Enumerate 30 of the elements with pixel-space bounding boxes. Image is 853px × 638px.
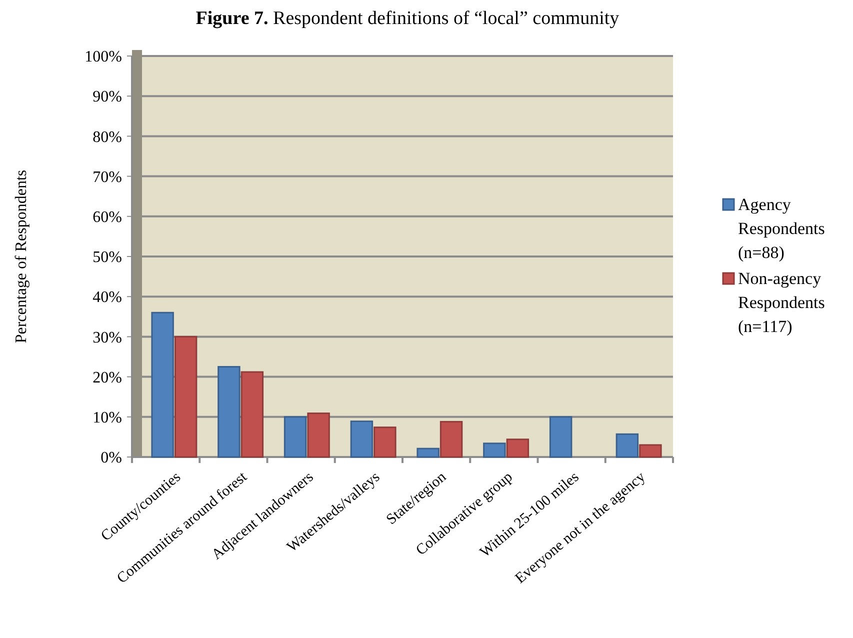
y-tick-label: 60% [92,209,122,226]
bar [549,416,572,458]
legend-label: Agency Respondents (n=88) [738,195,825,262]
bar [218,366,240,458]
bar [616,433,639,458]
y-tick-label: 40% [92,289,122,306]
y-tick-label: 0% [100,450,122,467]
bar [506,438,530,458]
bar [416,448,440,458]
y-tick-label: 80% [92,128,122,146]
y-tick-label: 20% [92,369,122,386]
bar [350,420,374,458]
bar [151,312,174,458]
bar [284,416,307,458]
bar [240,371,264,458]
y-tick-label: 90% [92,88,122,106]
y-tick-label: 30% [92,329,122,346]
bar [374,426,396,458]
y-tick-label: 100% [84,48,122,66]
y-tick-label: 70% [92,168,122,186]
y-tick-label: 10% [92,410,122,426]
chart-title: Figure 7. Respondent definitions of “local” community [196,8,620,29]
bar [307,412,330,458]
y-axis-title: Percentage of Respondents [13,170,30,344]
bar [483,442,506,458]
bar [440,420,463,458]
legend-label: Non-agency Respondents (n=117) [738,269,825,336]
bar [174,336,198,458]
bar [639,444,662,458]
y-tick-label: 50% [92,249,122,266]
